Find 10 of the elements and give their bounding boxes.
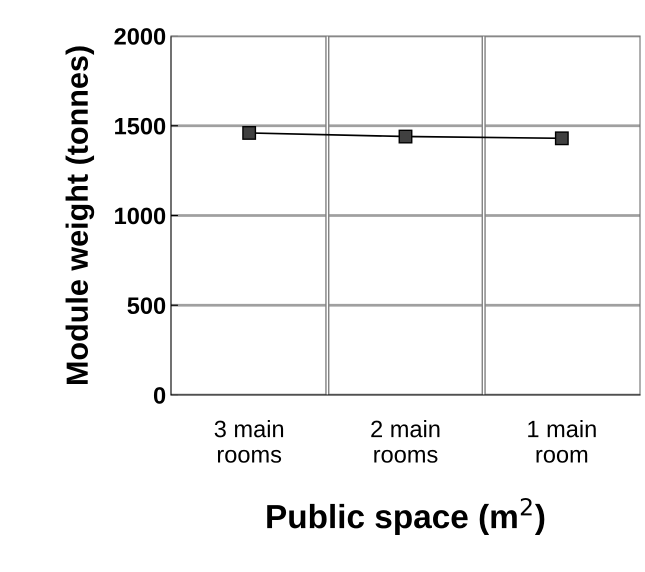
y-tick-label: 1500 bbox=[115, 118, 166, 135]
y-axis-title: Module weight (tonnes) bbox=[66, 46, 94, 384]
y-tick-label: 1000 bbox=[115, 208, 166, 224]
y-tick-label: 500 bbox=[127, 297, 166, 314]
x-tick-label: 1 main room bbox=[528, 420, 596, 463]
x-tick-label: 2 main rooms bbox=[371, 420, 440, 463]
x-axis-title: Public space (m$^{2}$) bbox=[267, 498, 544, 535]
y-tick-label: 0 bbox=[154, 387, 166, 404]
y-tick-label: 2000 bbox=[114, 28, 166, 45]
x-tick-label: 3 main rooms bbox=[214, 420, 284, 463]
